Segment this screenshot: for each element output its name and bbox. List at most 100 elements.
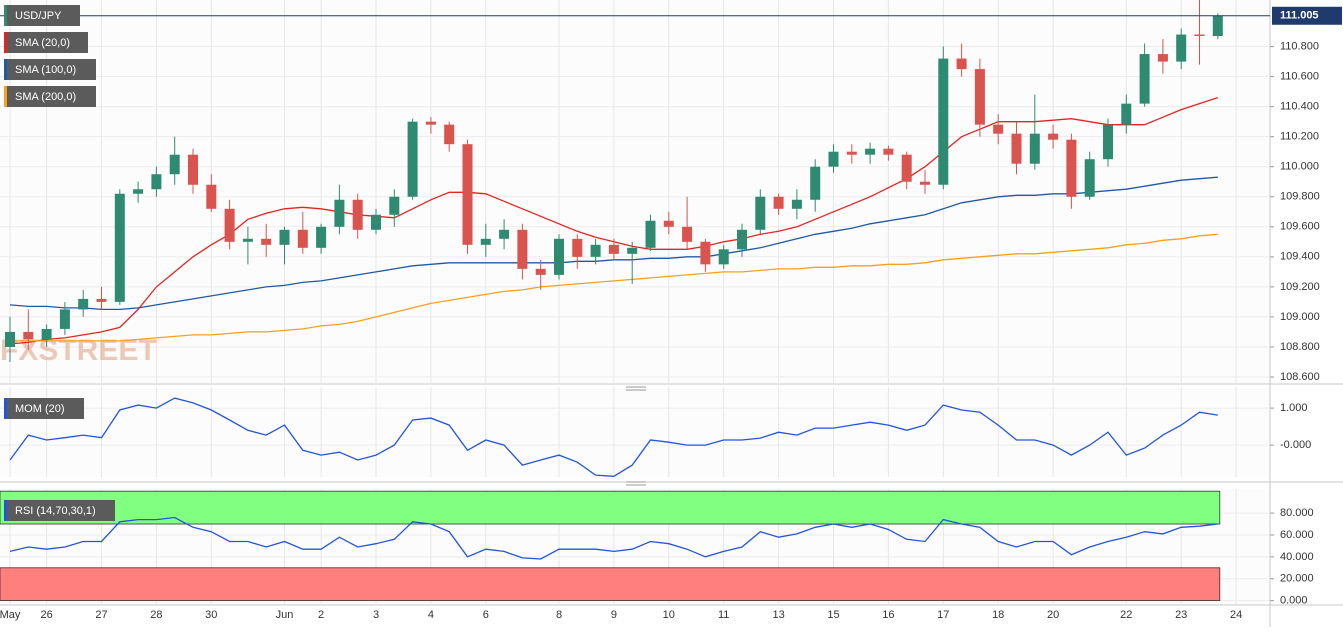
candle-body [682,226,693,242]
legend-swatch [4,5,7,26]
legend-label: USD/JPY [15,10,62,22]
candle-body [993,124,1004,134]
candle-body [1084,159,1095,197]
candle-body [718,249,729,265]
candle-body [462,144,473,245]
x-tick-label: 9 [611,609,617,621]
y-tick-label: 0.000 [1280,595,1308,607]
candle-body [1139,54,1150,104]
candle-body [224,208,235,242]
y-tick-label: 40.000 [1280,551,1314,563]
candle-body [41,328,52,340]
candle-body [352,199,363,230]
pane-handle [626,386,646,486]
y-tick-label: 109.400 [1280,251,1320,263]
legend-box [4,32,88,53]
candle-body [846,151,857,155]
candle-body [297,229,308,248]
candle-body [78,298,89,310]
candle-body [334,199,345,227]
x-tick-label: 24 [1230,609,1242,621]
line-series [9,516,1218,560]
candle-body [316,226,327,248]
candle-body [535,268,546,275]
candle-body [151,174,162,190]
candle-body [1029,133,1040,164]
candle-body [133,189,144,194]
candle-body [865,148,876,155]
legend-box [4,500,115,521]
candle-body [572,238,583,257]
candle-body [1011,133,1022,164]
legend-box [4,86,96,107]
legend-label: SMA (20,0) [15,37,70,49]
candle-body [920,181,930,185]
candle-body [96,298,107,302]
candle-body [242,238,253,242]
candle-body [261,238,272,245]
candle-body [1121,103,1132,125]
candle-body [188,154,198,185]
legend-box [4,59,96,80]
candle-body [737,229,747,250]
candle-body [901,154,912,182]
candle-body [663,220,674,227]
legend-box [4,398,84,419]
y-tick-label: 109.000 [1280,311,1320,323]
candle-body [810,166,821,200]
candle-body [169,154,180,175]
candle-body [883,148,894,155]
x-tick-label: 3 [373,609,379,621]
candle-body [1066,139,1077,197]
x-tick-label: 23 [1175,609,1187,621]
candle-body [5,331,15,347]
x-tick-label: May [0,609,21,621]
candle-body [23,331,34,340]
candle-body [517,229,528,269]
x-tick-label: 6 [483,609,489,621]
y-tick-label: 1.000 [1280,402,1308,414]
y-tick-label: 110.200 [1280,131,1319,143]
legend-box [4,5,80,26]
x-tick-label: 27 [95,609,107,621]
y-tick-label: -0.000 [1280,439,1311,451]
candle-body [755,196,766,230]
x-tick-label: 16 [882,609,894,621]
x-tick-label: 11 [718,609,729,621]
candle-body [480,238,491,245]
candle-body [1157,54,1168,62]
y-tick-label: 80.000 [1280,507,1314,519]
candle-body [608,244,619,254]
candle-body [590,244,601,257]
x-tick-label: 13 [772,609,784,621]
x-tick-label: Jun [276,609,294,621]
y-tick-label: 109.200 [1280,281,1320,293]
legend-swatch [4,59,7,80]
candle-body [444,124,455,145]
legend-label: SMA (200,0) [15,91,76,103]
last-price-label: 111.005 [1280,10,1319,22]
x-tick-label: 8 [556,609,562,621]
candle-body [206,184,217,209]
y-tick-label: 108.800 [1280,341,1320,353]
legend-swatch [4,500,7,521]
candle-body [1176,34,1187,62]
y-tick-label: 60.000 [1280,529,1314,541]
y-tick-label: 110.600 [1280,71,1319,83]
y-tick-label: 109.600 [1280,221,1320,233]
line-series [9,397,1218,477]
legend-swatch [4,86,7,107]
y-tick-label: 109.800 [1280,191,1320,203]
candle-body [279,229,290,245]
rsi-band [0,490,1221,525]
legend-swatch [4,398,7,419]
x-tick-label: 22 [1120,609,1132,621]
candle-body [425,121,436,125]
candle-body [1048,133,1059,140]
candle-body [389,196,400,215]
candle-body [828,151,839,167]
candle-body [938,58,949,185]
